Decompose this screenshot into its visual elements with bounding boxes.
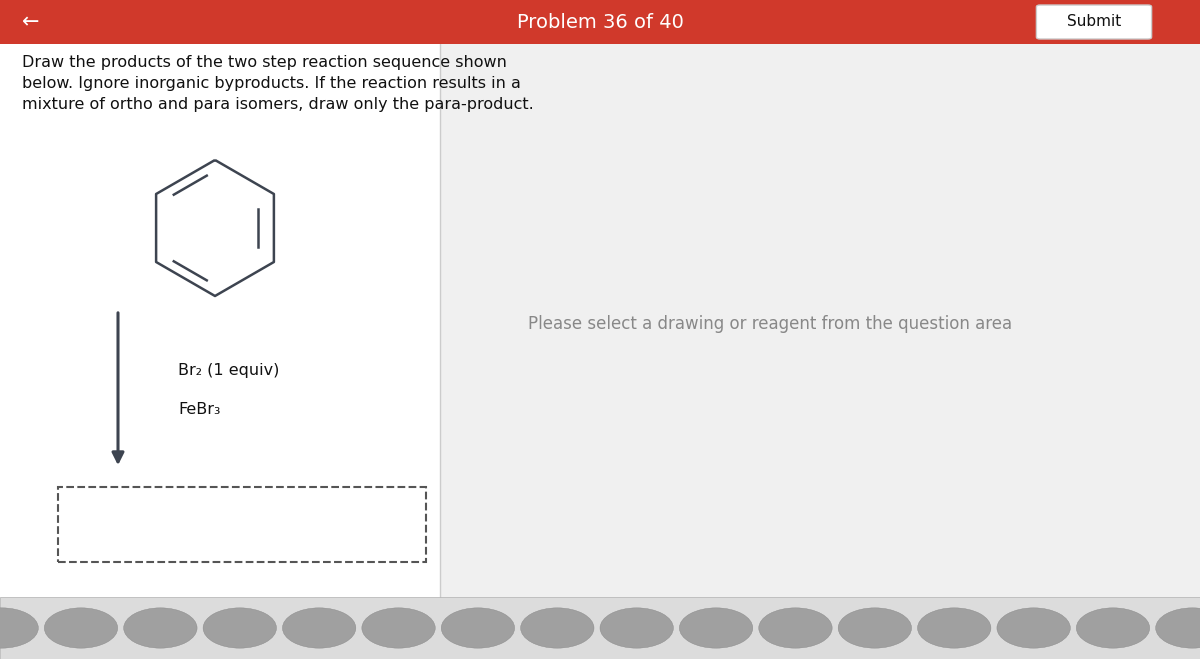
Text: Br₂ (1 equiv): Br₂ (1 equiv) [178,362,280,378]
Bar [0,0,1200,44]
Bar [58,487,426,562]
FancyBboxPatch shape [1037,5,1152,39]
Circle shape [442,608,515,648]
Circle shape [282,608,356,648]
Text: FeBr₃: FeBr₃ [178,403,221,418]
Circle shape [997,608,1070,648]
Circle shape [521,608,594,648]
Circle shape [918,608,991,648]
Bar [440,44,1200,659]
Circle shape [124,608,197,648]
Circle shape [838,608,912,648]
Bar [0,44,440,659]
Bar [0,597,1200,659]
Text: Submit: Submit [1067,14,1121,30]
Circle shape [0,608,38,648]
Circle shape [203,608,276,648]
Circle shape [600,608,673,648]
Circle shape [1156,608,1200,648]
Circle shape [362,608,436,648]
Text: ←: ← [22,12,40,32]
Text: Draw the products of the two step reaction sequence shown
below. Ignore inorgani: Draw the products of the two step reacti… [22,55,534,112]
Circle shape [758,608,832,648]
Circle shape [44,608,118,648]
Circle shape [679,608,752,648]
Circle shape [1076,608,1150,648]
Text: Please select a drawing or reagent from the question area: Please select a drawing or reagent from … [528,315,1012,333]
Text: Problem 36 of 40: Problem 36 of 40 [516,13,684,32]
